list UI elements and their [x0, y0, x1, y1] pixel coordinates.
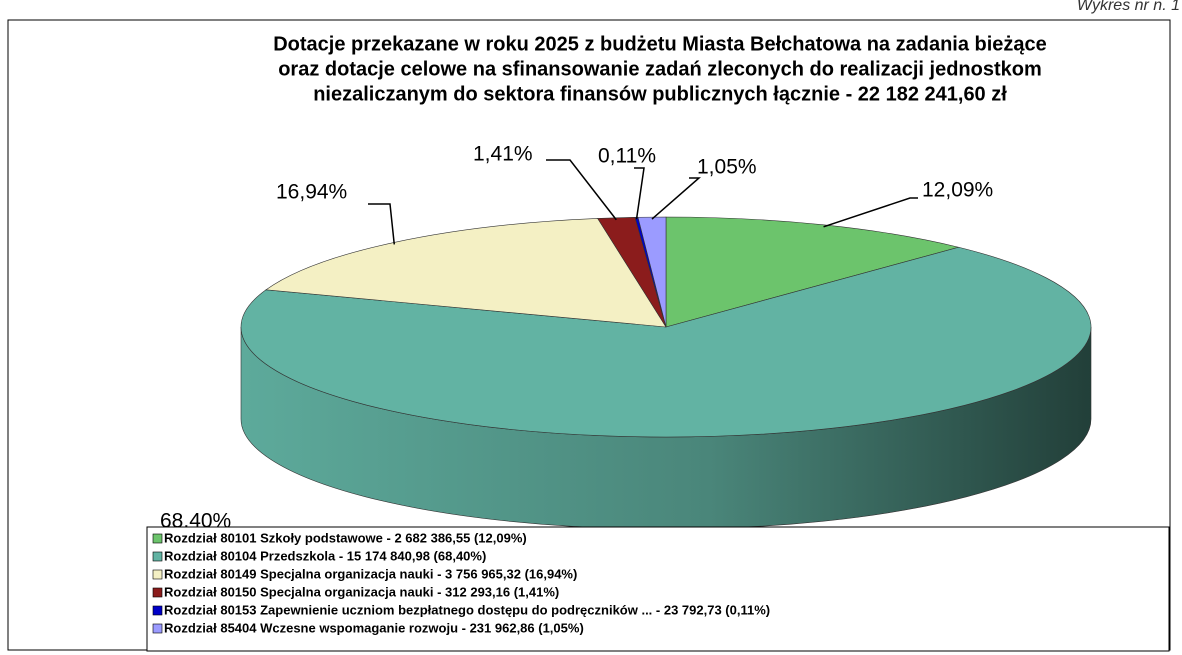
legend-label: Rozdział 80153 Zapewnienie uczniom bezpł… — [164, 602, 770, 617]
legend-label: Rozdział 80150 Specjalna organizacja nau… — [164, 584, 559, 599]
chart-title: oraz dotacje celowe na sfinansowanie zad… — [278, 58, 1042, 80]
page-note: Wykres nr n. 1 — [1077, 0, 1180, 14]
chart-title: Dotacje przekazane w roku 2025 z budżetu… — [273, 33, 1047, 55]
leader-line — [634, 167, 645, 220]
legend-swatch — [152, 587, 163, 598]
value-label: 16,94% — [276, 181, 347, 204]
legend-swatch — [152, 569, 163, 580]
legend-label: Rozdział 80149 Specjalna organizacja nau… — [164, 566, 577, 581]
value-label: 1,05% — [697, 156, 757, 179]
leader-line — [368, 203, 396, 245]
legend-swatch — [152, 533, 163, 544]
legend-label: Rozdział 85404 Wczesne wspomaganie rozwo… — [164, 620, 584, 635]
leader-line — [546, 159, 617, 221]
value-label: 12,09% — [922, 179, 993, 202]
pie-slice — [240, 246, 1092, 438]
chart-title: niezaliczanym do sektora finansów public… — [313, 83, 1007, 105]
value-label: 0,11% — [598, 145, 656, 168]
legend-swatch — [152, 605, 163, 616]
leader-line — [823, 197, 918, 228]
legend-box — [146, 526, 1170, 652]
legend-label: Rozdział 80101 Szkoły podstawowe - 2 682… — [164, 530, 527, 545]
legend-swatch — [152, 623, 163, 634]
value-label: 1,41% — [473, 143, 533, 166]
leader-line — [651, 177, 701, 220]
legend-swatch — [152, 551, 163, 562]
pie-slice — [637, 216, 667, 328]
pie-slice — [665, 216, 960, 328]
legend-label: Rozdział 80104 Przedszkola - 15 174 840,… — [164, 548, 486, 563]
